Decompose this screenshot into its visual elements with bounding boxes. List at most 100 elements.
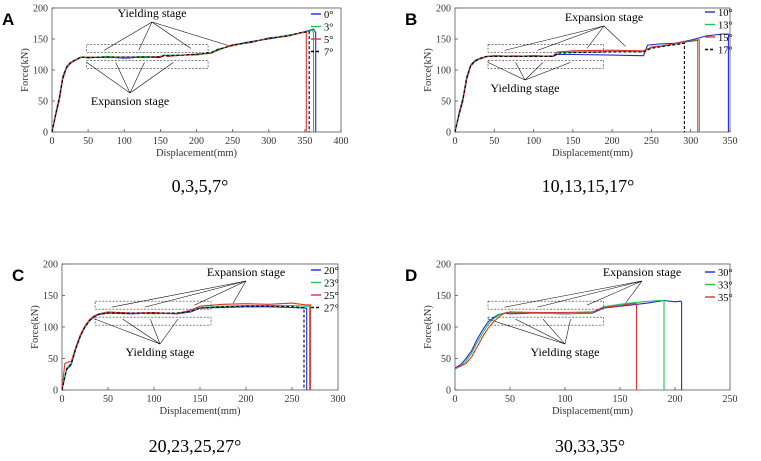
annotation-arrow: [103, 21, 153, 51]
x-tick-label: 200: [189, 136, 204, 147]
annotation-arrow: [564, 319, 571, 345]
annotation-arrow: [504, 25, 605, 51]
y-tick-label: 0: [43, 128, 48, 139]
annotation-upper: Expansion stage: [565, 10, 643, 24]
x-tick-label: 350: [723, 136, 738, 147]
legend-label: 17°: [718, 46, 733, 57]
annotation-bracket: [487, 316, 604, 326]
x-tick-label: 50: [103, 394, 113, 405]
annotation-arrow: [515, 318, 566, 345]
plot-frame: [454, 7, 731, 133]
y-tick-label: 150: [436, 35, 451, 46]
x-tick-label: 0: [453, 394, 458, 405]
annotation-arrow: [86, 62, 131, 94]
annotation-arrow: [537, 280, 643, 308]
x-tick-label: 250: [644, 136, 659, 147]
annotation-upper: Expansion stage: [603, 265, 681, 279]
annotation-bracket: [487, 44, 604, 53]
panel-caption: 0,3,5,7°: [172, 176, 229, 196]
y-tick-label: 0: [53, 386, 58, 397]
y-tick-label: 100: [43, 323, 58, 334]
panel-c: C0 50 100 150 200 250 300050100150200Displacem…: [12, 260, 346, 457]
y-tick-label: 150: [436, 291, 451, 302]
panel-letter: B: [405, 10, 417, 29]
panel-letter: D: [405, 266, 417, 285]
y-tick-label: 150: [33, 35, 48, 46]
x-tick-label: 300: [683, 136, 698, 147]
legend-label: 20°: [324, 266, 339, 277]
x-tick-label: 0: [453, 136, 458, 147]
annotation-bracket: [487, 300, 604, 310]
annotation-arrow: [524, 62, 571, 81]
annotation-arrow: [159, 318, 179, 345]
legend-label: 13°: [718, 21, 733, 32]
x-tick-label: 150: [565, 136, 580, 147]
x-tick-label: 150: [153, 136, 168, 147]
y-tick-label: 200: [43, 260, 58, 271]
y-axis-label: Force(kN): [30, 305, 41, 349]
x-tick-label: 400: [334, 136, 349, 147]
y-tick-label: 50: [441, 354, 451, 365]
x-tick-label: 350: [297, 136, 312, 147]
x-tick-label: 200: [668, 394, 683, 405]
x-axis-label: Displacement(mm): [156, 148, 238, 159]
plot-frame: [51, 7, 342, 133]
x-tick-label: 200: [239, 394, 254, 405]
series-line: [454, 303, 638, 390]
x-tick-label: 250: [723, 394, 738, 405]
x-tick-label: 50: [83, 136, 93, 147]
y-tick-label: 100: [33, 66, 48, 77]
x-axis-label: Displacement(mm): [552, 406, 634, 417]
y-tick-label: 0: [446, 128, 451, 139]
y-tick-label: 200: [436, 4, 451, 15]
annotation-arrow: [515, 62, 526, 81]
legend-label: 25°: [324, 291, 339, 302]
annotation-arrow: [151, 21, 191, 49]
annotation-arrow: [144, 280, 247, 308]
x-tick-label: 0: [60, 394, 65, 405]
series-line: [51, 31, 307, 133]
annotation-arrow: [122, 318, 161, 345]
y-tick-label: 50: [38, 97, 48, 108]
y-tick-label: 200: [436, 260, 451, 271]
x-axis-label: Displacement(mm): [159, 406, 241, 417]
x-tick-label: 0: [50, 136, 55, 147]
x-tick-label: 250: [225, 136, 240, 147]
annotation-arrow: [129, 62, 174, 94]
x-tick-label: 150: [193, 394, 208, 405]
annotation-arrow: [194, 280, 247, 306]
x-tick-label: 300: [261, 136, 276, 147]
y-axis-label: Force(kN): [423, 48, 434, 92]
x-tick-label: 100: [526, 136, 541, 147]
legend-label: 33°: [718, 281, 733, 292]
legend-label: 15°: [718, 33, 733, 44]
panel-d: D 0 50 100 150 200 250 0 50 100 150 200 Displacement…: [405, 260, 738, 457]
legend-label: 0°: [324, 10, 333, 21]
series-line: [61, 305, 305, 391]
legend-label: 7°: [324, 48, 333, 59]
y-tick-label: 150: [43, 291, 58, 302]
annotation-arrow: [129, 62, 145, 94]
annotation-arrow: [542, 318, 566, 345]
panel-caption: 10,13,15,17°: [542, 176, 635, 196]
annotation-arrow: [586, 25, 605, 49]
panel-letter: C: [12, 266, 24, 285]
annotation-lower: Yielding stage: [491, 81, 560, 95]
annotation-lower: Yielding stage: [126, 345, 195, 359]
annotation-arrow: [111, 280, 247, 308]
legend-label: 3°: [324, 23, 333, 34]
panel-a: A0 50 100 150 200 250 300 350 400050100150200Dis…: [2, 4, 349, 197]
annotation-arrow: [625, 280, 643, 304]
annotation-arrow: [524, 62, 544, 81]
annotation-upper: Yielding stage: [118, 6, 187, 20]
y-tick-label: 0: [446, 386, 451, 397]
x-tick-label: 300: [331, 394, 346, 405]
x-tick-label: 250: [285, 394, 300, 405]
series-line: [51, 29, 315, 133]
y-axis-label: Force(kN): [20, 48, 31, 92]
annotation-arrow: [115, 62, 131, 94]
plot-frame: [454, 263, 731, 391]
x-tick-label: 50: [489, 136, 499, 147]
legend-label: 10°: [718, 8, 733, 19]
